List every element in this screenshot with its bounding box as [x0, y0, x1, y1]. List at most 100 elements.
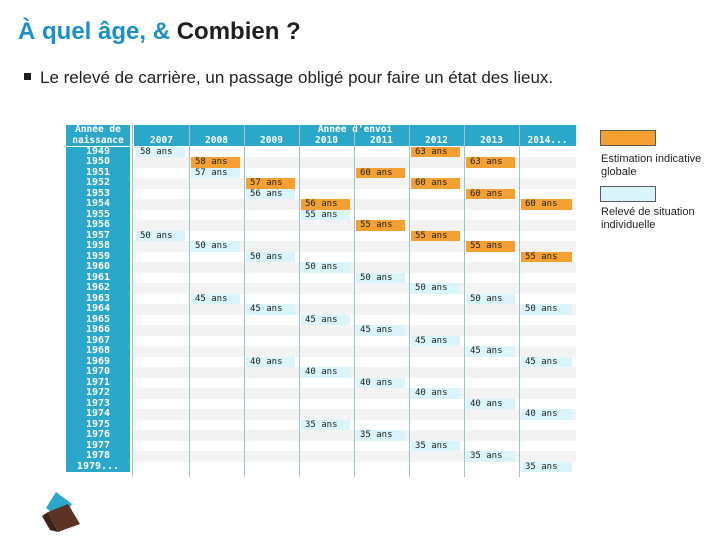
birth-year-label: 1963	[66, 293, 130, 304]
table-row	[134, 178, 576, 189]
age-cell: 35 ans	[411, 440, 460, 451]
title-part-1: À quel âge, &	[18, 18, 177, 45]
birth-year-label: 1966	[66, 324, 130, 336]
table-row	[134, 251, 576, 262]
page-title: À quel âge, & Combien ?	[18, 18, 301, 46]
table-row	[134, 367, 576, 378]
table-row	[134, 283, 576, 294]
age-cell: 40 ans	[246, 356, 295, 367]
birth-year-label: 1951	[66, 167, 130, 178]
birth-year-label: 1960	[66, 261, 130, 273]
age-cell: 60 ans	[466, 188, 515, 199]
age-cell: 56 ans	[246, 188, 295, 199]
header-birth-line2: naissance	[72, 134, 124, 146]
birth-year-label: 1976	[66, 429, 130, 441]
table-row	[134, 398, 576, 409]
age-cell: 63 ans	[411, 146, 460, 157]
birth-year-label: 1955	[66, 209, 130, 220]
birth-year-label: 1957	[66, 230, 130, 241]
age-cell: 40 ans	[301, 367, 350, 378]
age-cell: 60 ans	[521, 199, 572, 210]
table-row	[134, 325, 576, 336]
age-cell: 40 ans	[521, 409, 572, 420]
birth-year-label: 1973	[66, 398, 130, 409]
age-cell: 35 ans	[356, 430, 405, 441]
birth-year-label: 1954	[66, 198, 130, 210]
age-cell: 45 ans	[521, 356, 572, 367]
table-row	[134, 272, 576, 283]
birth-year-label: 1968	[66, 345, 130, 357]
send-year-label: 2013	[464, 135, 519, 146]
age-cell: 35 ans	[521, 461, 572, 472]
age-cell: 45 ans	[246, 304, 295, 315]
age-cell: 60 ans	[411, 178, 460, 189]
birth-year-label: 1953	[66, 188, 130, 199]
table-row	[134, 451, 576, 462]
header-send-year: Année d'envoi	[134, 125, 576, 136]
age-cell: 56 ans	[301, 199, 350, 210]
birth-year-label: 1978	[66, 450, 130, 462]
table-row	[134, 304, 576, 315]
table-row	[134, 188, 576, 199]
legend-label-orange: Estimation indicative globale	[601, 153, 701, 179]
header-birth-line1: Année de	[75, 125, 121, 135]
age-cell: 40 ans	[466, 398, 515, 409]
age-cell: 45 ans	[301, 314, 350, 325]
birth-year-label: 1972	[66, 387, 130, 399]
age-cell: 63 ans	[466, 157, 515, 168]
age-cell: 60 ans	[356, 167, 405, 178]
age-cell: 45 ans	[191, 293, 240, 304]
age-cell: 50 ans	[301, 262, 350, 273]
header-birth-year: Année de naissance	[66, 125, 130, 146]
table-row	[134, 220, 576, 231]
age-cell: 58 ans	[191, 157, 240, 168]
column-divider	[464, 125, 465, 477]
table-row	[134, 356, 576, 367]
age-cell: 58 ans	[136, 146, 185, 157]
age-cell: 55 ans	[466, 241, 515, 252]
column-divider	[354, 125, 355, 477]
send-year-label: 2011	[354, 135, 409, 146]
table-row	[134, 409, 576, 420]
age-cell: 55 ans	[411, 230, 460, 241]
birth-year-label: 1959	[66, 251, 130, 262]
table-row	[134, 335, 576, 346]
age-cell: 40 ans	[356, 377, 405, 388]
birth-year-label: 1967	[66, 335, 130, 346]
table-row	[134, 230, 576, 241]
age-cell: 55 ans	[356, 220, 405, 231]
column-divider	[244, 125, 245, 477]
age-cell: 40 ans	[411, 388, 460, 399]
age-cell: 50 ans	[356, 272, 405, 283]
legend-swatch-light	[600, 186, 656, 202]
send-year-label: 2008	[189, 135, 244, 146]
age-cell: 45 ans	[466, 346, 515, 357]
table-row	[134, 440, 576, 451]
age-cell: 35 ans	[466, 451, 515, 462]
age-cell: 45 ans	[356, 325, 405, 336]
age-cell: 50 ans	[246, 251, 295, 262]
age-cell: 45 ans	[411, 335, 460, 346]
legend-orange-line2: globale	[601, 166, 637, 178]
legend-orange-line1: Estimation indicative	[601, 153, 702, 165]
table-row	[134, 461, 576, 472]
table-row	[134, 430, 576, 441]
birth-year-label: 1962	[66, 282, 130, 294]
bullet-point: Le relevé de carrière, un passage obligé…	[24, 68, 553, 88]
bullet-square-icon	[24, 73, 31, 81]
birth-year-label: 1975	[66, 419, 130, 430]
column-divider	[189, 125, 190, 477]
age-cell: 50 ans	[191, 241, 240, 252]
age-cell: 55 ans	[521, 251, 572, 262]
table-row	[134, 209, 576, 220]
send-year-label: 2009	[244, 135, 299, 146]
table-row	[134, 199, 576, 210]
age-cell: 35 ans	[301, 419, 350, 430]
birth-year-label: 1970	[66, 366, 130, 378]
legend-label-light: Relevé de situation individuelle	[601, 206, 695, 232]
table-row	[134, 388, 576, 399]
send-year-label: 2012	[409, 135, 464, 146]
table-row	[134, 262, 576, 273]
age-cell: 55 ans	[301, 209, 350, 220]
birth-year-label: 1979...	[66, 461, 130, 472]
